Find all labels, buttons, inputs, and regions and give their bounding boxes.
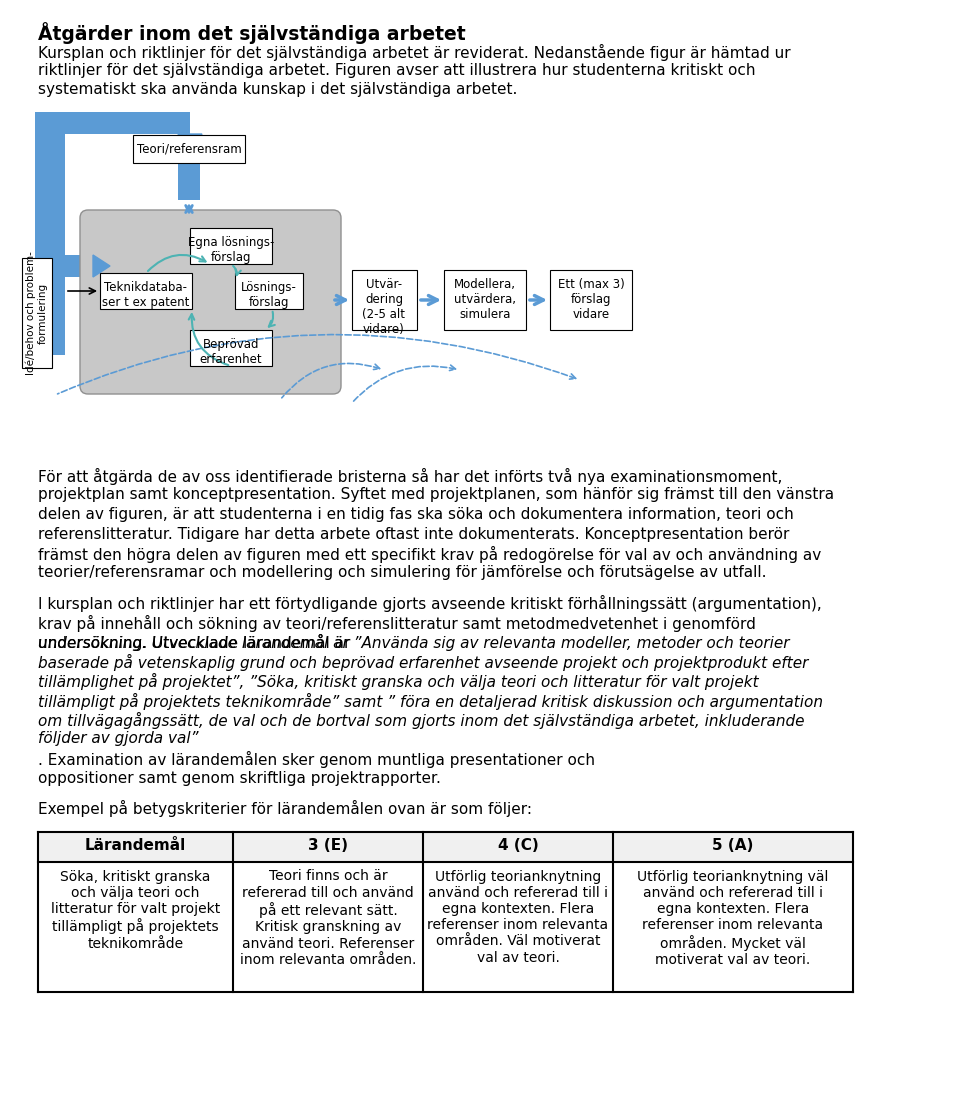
Text: 5 (A): 5 (A)	[712, 839, 754, 854]
Text: undersökning. Utvecklade lärandemål är ”Använda sig av relevanta modeller, metod: undersökning. Utvecklade lärandemål är ”…	[38, 634, 789, 651]
FancyBboxPatch shape	[80, 210, 341, 395]
Polygon shape	[178, 134, 202, 154]
Text: följder av gjorda val”: följder av gjorda val”	[38, 732, 199, 746]
Text: tillämplighet på projektet”, ”Söka, kritiskt granska och välja teori och littera: tillämplighet på projektet”, ”Söka, krit…	[38, 673, 758, 690]
Text: Utvär-
dering
(2-5 alt
vidare): Utvär- dering (2-5 alt vidare)	[363, 278, 405, 336]
Text: delen av figuren, är att studenterna i en tidig fas ska söka och dokumentera inf: delen av figuren, är att studenterna i e…	[38, 507, 794, 522]
Bar	[35, 112, 190, 134]
Bar	[100, 273, 192, 309]
Text: I kursplan och riktlinjer har ett förtydligande gjorts avseende kritiskt förhåll: I kursplan och riktlinjer har ett förtyd…	[38, 595, 822, 612]
Text: Utförlig teorianknytning väl
använd och refererad till i
egna kontexten. Flera
r: Utförlig teorianknytning väl använd och …	[637, 869, 828, 967]
Text: projektplan samt konceptpresentation. Syftet med projektplanen, som hänför sig f: projektplan samt konceptpresentation. Sy…	[38, 488, 834, 502]
Text: riktlinjer för det självständiga arbetet. Figuren avser att illustrera hur stude: riktlinjer för det självständiga arbetet…	[38, 63, 756, 78]
Text: tillämpligt på projektets teknikområde” samt ” föra en detaljerad kritisk diskus: tillämpligt på projektets teknikområde” …	[38, 692, 823, 710]
Bar	[65, 255, 93, 277]
Text: Beprövad
erfarenhet: Beprövad erfarenhet	[200, 338, 262, 366]
Bar	[444, 270, 526, 330]
Bar	[235, 273, 303, 309]
Bar	[133, 135, 245, 163]
Text: Teknikdataba-
ser t ex patent: Teknikdataba- ser t ex patent	[103, 281, 190, 309]
Bar	[233, 832, 423, 862]
Bar	[423, 832, 613, 862]
Text: krav på innehåll och sökning av teori/referenslitteratur samt metodmedvetenhet i: krav på innehåll och sökning av teori/re…	[38, 614, 756, 632]
Text: baserade på vetenskaplig grund och beprövad erfarenhet avseende projekt och proj: baserade på vetenskaplig grund och beprö…	[38, 654, 808, 670]
Bar	[550, 270, 632, 330]
Text: främst den högra delen av figuren med ett specifikt krav på redogörelse för val : främst den högra delen av figuren med et…	[38, 546, 821, 563]
Text: Teori finns och är
refererad till och använd
på ett relevant sätt.
Kritisk grans: Teori finns och är refererad till och an…	[240, 869, 417, 967]
Text: om tillvägagångssätt, de val och de bortval som gjorts inom det självständiga ar: om tillvägagångssätt, de val och de bort…	[38, 712, 804, 729]
Text: Exempel på betygskriterier för lärandemålen ovan är som följer:: Exempel på betygskriterier för lärandemå…	[38, 800, 532, 817]
Text: systematiskt ska använda kunskap i det självständiga arbetet.: systematiskt ska använda kunskap i det s…	[38, 82, 517, 97]
Text: 4 (C): 4 (C)	[497, 839, 539, 854]
Bar	[190, 227, 272, 264]
Text: teorier/referensramar och modellering och simulering för jämförelse och förutsäg: teorier/referensramar och modellering oc…	[38, 566, 766, 580]
Text: Lärandemål: Lärandemål	[84, 839, 186, 854]
Polygon shape	[93, 255, 110, 277]
Bar	[178, 134, 200, 200]
Text: referenslitteratur. Tidigare har detta arbete oftast inte dokumenterats. Koncept: referenslitteratur. Tidigare har detta a…	[38, 526, 789, 542]
Text: Utförlig teorianknytning
använd och refererad till i
egna kontexten. Flera
refer: Utförlig teorianknytning använd och refe…	[427, 869, 609, 965]
Bar	[352, 270, 417, 330]
Text: Egna lösnings-
förslag: Egna lösnings- förslag	[188, 236, 275, 264]
Bar	[613, 832, 853, 862]
Text: Teori/referensram: Teori/referensram	[136, 143, 241, 156]
Text: . Examination av lärandemålen sker genom muntliga presentationer och: . Examination av lärandemålen sker genom…	[38, 751, 595, 768]
Text: För att åtgärda de av oss identifierade bristerna så har det införts två nya exa: För att åtgärda de av oss identifierade …	[38, 468, 782, 485]
Bar	[190, 330, 272, 366]
Text: Ett (max 3)
förslag
vidare: Ett (max 3) förslag vidare	[558, 278, 624, 321]
Text: oppositioner samt genom skriftliga projektrapporter.: oppositioner samt genom skriftliga proje…	[38, 770, 441, 786]
Text: Modellera,
utvärdera,
simulera: Modellera, utvärdera, simulera	[454, 278, 516, 321]
Text: Söka, kritiskt granska
och välja teori och
litteratur för valt projekt
tillämpli: Söka, kritiskt granska och välja teori o…	[51, 869, 220, 951]
Text: Idé/behov och problem-
formulering: Idé/behov och problem- formulering	[26, 251, 48, 375]
Bar	[35, 112, 65, 355]
Text: undersökning. Utvecklade lärandemål är: undersökning. Utvecklade lärandemål är	[38, 634, 355, 651]
Text: Åtgärder inom det självständiga arbetet: Åtgärder inom det självständiga arbetet	[38, 22, 466, 44]
Bar	[38, 832, 233, 862]
Text: Kursplan och riktlinjer för det självständiga arbetet är reviderat. Nedanstående: Kursplan och riktlinjer för det självstä…	[38, 44, 791, 62]
Text: 3 (E): 3 (E)	[308, 839, 348, 854]
Bar	[22, 258, 52, 368]
Text: Lösnings-
förslag: Lösnings- förslag	[241, 281, 297, 309]
